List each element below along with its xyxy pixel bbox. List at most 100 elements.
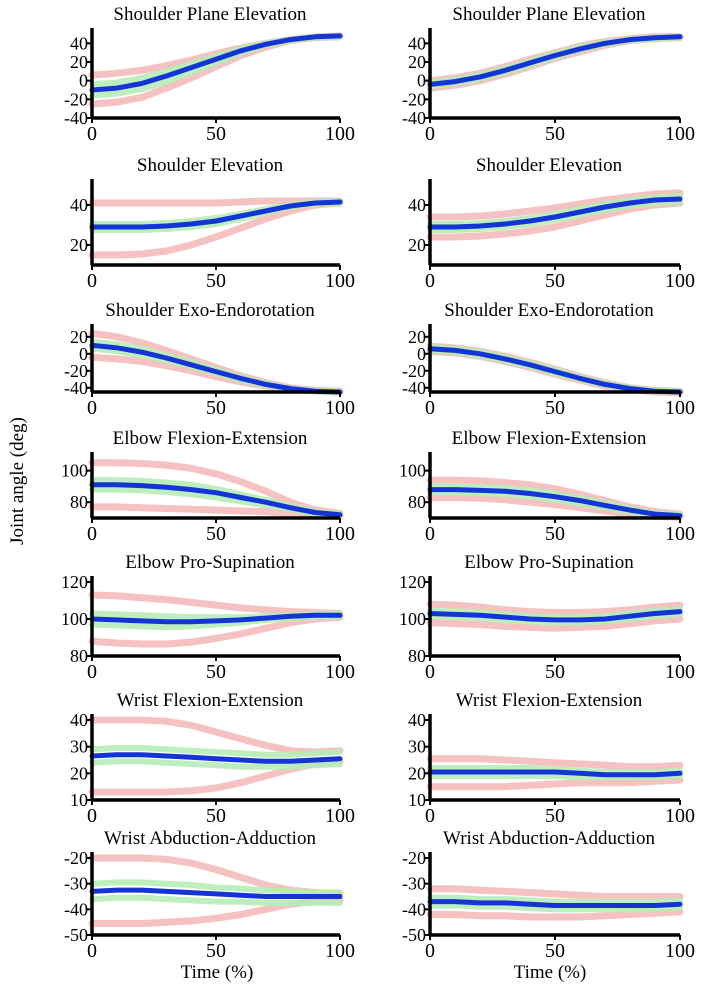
chart-panel: Wrist Abduction-Adduction -50 -40 -30 -20 0 50…	[402, 828, 695, 962]
series-line-inner-band	[89, 894, 343, 906]
series-line-mean	[427, 769, 683, 778]
chart-title: Shoulder Exo-Endorotation	[444, 300, 654, 321]
y-tick-label: 30	[70, 737, 88, 757]
x-tick-label: 100	[665, 940, 695, 962]
y-tick-label: 120	[61, 572, 88, 592]
y-tick-label: 100	[399, 461, 426, 481]
y-tick-label: 40	[70, 195, 88, 215]
series-line-inner-band	[89, 758, 343, 770]
x-tick-label: 0	[87, 397, 97, 419]
y-tick-label: 30	[408, 737, 426, 757]
x-tick-label: 0	[87, 270, 97, 292]
y-tick-label: 20	[70, 763, 88, 783]
series-line-mean	[427, 609, 683, 623]
chart-title: Shoulder Plane Elevation	[113, 4, 307, 25]
x-tick-label: 100	[325, 661, 355, 683]
series-line-mean	[427, 487, 683, 519]
chart-panel: Wrist Abduction-Adduction -50 -40 -30 -20 0 50…	[64, 828, 355, 962]
chart-title: Wrist Abduction-Adduction	[104, 828, 316, 849]
series-line-inner-band	[89, 879, 343, 896]
series-line-outer-band	[426, 755, 684, 771]
x-tick-label: 0	[425, 270, 435, 292]
series-line-mean	[427, 34, 683, 87]
chart-title: Elbow Flexion-Extension	[113, 428, 308, 449]
x-tick-label: 100	[325, 123, 355, 145]
series-line-mean	[89, 612, 343, 625]
series-line-outer-band	[88, 613, 344, 648]
x-tick-label: 0	[425, 397, 435, 419]
y-tick-label: -20	[64, 361, 88, 381]
series-line-inner-band	[427, 773, 683, 781]
chart-title: Wrist Flexion-Extension	[117, 690, 304, 711]
series-line-mean	[427, 196, 683, 230]
x-tick-label: 0	[87, 805, 97, 827]
y-tick-label: 80	[70, 646, 88, 666]
y-tick-label: 100	[399, 609, 426, 629]
chart-title: Wrist Flexion-Extension	[456, 690, 643, 711]
chart-panel: Elbow Flexion-Extension 80 100 0 50 100	[61, 428, 355, 545]
y-axis-label: Joint angle (deg)	[7, 417, 28, 545]
x-tick-label: 100	[665, 123, 695, 145]
series-line-outer-band	[88, 459, 344, 517]
series-line-outer-band	[426, 615, 684, 632]
series-line-inner-band	[427, 193, 683, 227]
y-tick-label: -30	[64, 874, 88, 894]
x-tick-label: 100	[665, 523, 695, 545]
chart-title: Elbow Pro-Supination	[125, 552, 295, 573]
series-line-outer-band	[88, 591, 344, 617]
y-tick-label: 40	[408, 195, 426, 215]
series-line-outer-band	[426, 600, 684, 616]
y-tick-label: 80	[408, 492, 426, 512]
y-tick-label: 20	[70, 327, 88, 347]
y-tick-label: 40	[70, 33, 88, 53]
y-tick-label: -50	[402, 925, 426, 945]
series-line-inner-band	[427, 611, 683, 626]
y-tick-label: 0	[79, 71, 88, 91]
series-line-mean	[89, 887, 343, 899]
series-line-outer-band	[426, 908, 684, 921]
y-tick-label: 0	[417, 344, 426, 364]
y-tick-label: 80	[408, 646, 426, 666]
chart-title: Shoulder Elevation	[476, 155, 623, 176]
y-tick-label: 0	[79, 344, 88, 364]
y-tick-label: 80	[70, 492, 88, 512]
series-line-mean	[89, 342, 343, 395]
x-tick-label: 100	[325, 940, 355, 962]
x-axis-label-right: Time (%)	[513, 962, 587, 983]
x-tick-label: 100	[325, 523, 355, 545]
y-tick-label: 20	[70, 235, 88, 255]
y-tick-label: 100	[61, 461, 88, 481]
x-tick-label: 50	[206, 805, 226, 827]
y-tick-label: 10	[70, 790, 88, 810]
x-tick-label: 100	[325, 270, 355, 292]
x-tick-label: 0	[87, 123, 97, 145]
x-tick-label: 50	[206, 123, 226, 145]
x-tick-label: 50	[545, 661, 565, 683]
series-line-inner-band	[427, 765, 683, 775]
x-tick-label: 50	[206, 397, 226, 419]
series-line-inner-band	[427, 199, 683, 233]
chart-title: Shoulder Elevation	[137, 155, 284, 176]
y-tick-label: 100	[61, 609, 88, 629]
x-tick-label: 50	[206, 523, 226, 545]
x-tick-label: 100	[325, 805, 355, 827]
series-line-inner-band	[427, 894, 683, 905]
series-line-mean	[89, 752, 343, 764]
series-line-outer-band	[426, 885, 684, 900]
series-line-mean	[89, 482, 343, 518]
x-tick-label: 50	[545, 805, 565, 827]
x-tick-label: 50	[545, 123, 565, 145]
y-tick-label: 120	[399, 572, 426, 592]
x-tick-label: 0	[425, 123, 435, 145]
y-tick-label: 40	[408, 33, 426, 53]
y-tick-label: -40	[64, 108, 88, 128]
y-tick-label: 20	[408, 327, 426, 347]
x-tick-label: 0	[425, 523, 435, 545]
x-tick-label: 0	[87, 523, 97, 545]
series-line-mean	[427, 899, 683, 908]
chart-title: Shoulder Plane Elevation	[452, 4, 646, 25]
y-tick-label: 20	[408, 763, 426, 783]
